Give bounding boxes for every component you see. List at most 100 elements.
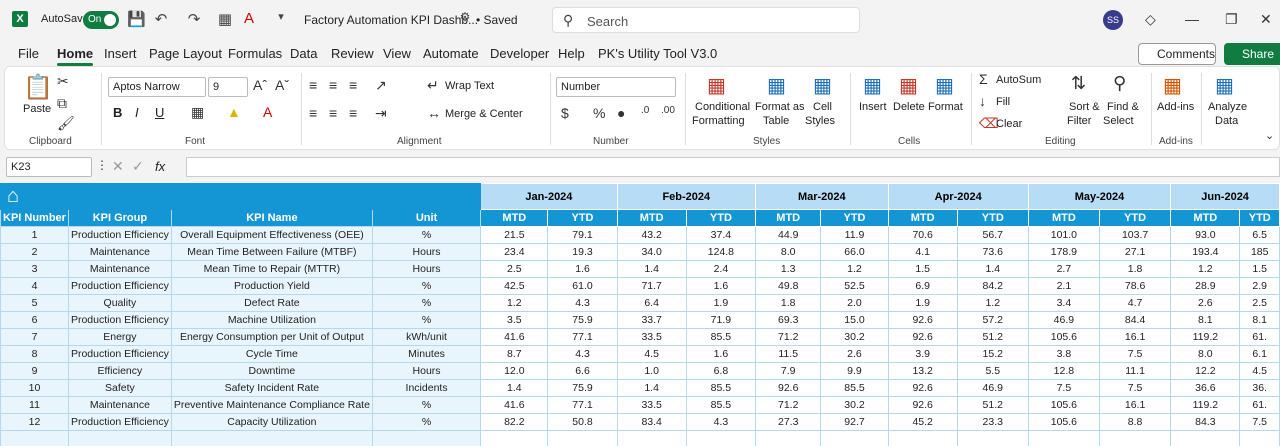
mtd-value-cell[interactable]: 105.6 (1027, 396, 1100, 414)
mtd-value-cell[interactable]: 3.4 (1027, 294, 1100, 312)
mtd-value-cell[interactable]: 3.8 (1027, 345, 1100, 363)
unit-cell[interactable]: Hours (371, 260, 482, 278)
tab-home[interactable]: Home (57, 46, 94, 66)
mtd-value-cell[interactable]: 1.2 (1170, 260, 1241, 278)
empty-cell[interactable] (170, 430, 373, 446)
ytd-value-cell[interactable]: 61.0 (547, 277, 618, 295)
delete-cells-icon[interactable]: ▦ (899, 75, 918, 97)
align-middle-icon[interactable]: ≡ (329, 77, 338, 93)
mtd-value-cell[interactable]: 28.9 (1170, 277, 1241, 295)
ytd-header[interactable]: YTD (956, 209, 1029, 227)
mtd-value-cell[interactable]: 119.2 (1170, 328, 1241, 346)
empty-cell[interactable] (685, 430, 757, 446)
mtd-value-cell[interactable]: 178.9 (1027, 243, 1100, 261)
mtd-value-cell[interactable]: 46.9 (1027, 311, 1100, 329)
mtd-header[interactable]: MTD (887, 209, 958, 227)
mtd-value-cell[interactable]: 34.0 (616, 243, 687, 261)
cell-styles-icon[interactable]: ▦ (813, 75, 832, 97)
ytd-value-cell[interactable]: 5.5 (956, 362, 1029, 380)
kpi-group-cell[interactable]: Energy (67, 328, 172, 346)
mtd-value-cell[interactable]: 1.4 (616, 379, 687, 397)
empty-cell[interactable] (1239, 430, 1280, 446)
mtd-value-cell[interactable]: 33.7 (616, 311, 687, 329)
ytd-value-cell[interactable]: 75.9 (547, 311, 618, 329)
ytd-value-cell[interactable]: 7.5 (1239, 413, 1280, 431)
mtd-value-cell[interactable]: 23.4 (480, 243, 549, 261)
diamond-icon[interactable]: ◇ (1145, 11, 1156, 27)
month-header[interactable]: Mar-2024 (755, 183, 889, 210)
font-name-select[interactable]: Aptos Narrow (108, 77, 206, 97)
sort-filter-label[interactable]: Sort & (1069, 101, 1100, 113)
empty-cell[interactable] (67, 430, 172, 446)
ytd-header[interactable]: YTD (1239, 209, 1280, 227)
month-header[interactable]: May-2024 (1027, 183, 1172, 210)
kpi-name-cell[interactable]: Defect Rate (170, 294, 373, 312)
mtd-value-cell[interactable]: 44.9 (755, 226, 822, 244)
empty-cell[interactable] (956, 430, 1029, 446)
kpi-name-cell[interactable]: Mean Time Between Failure (MTBF) (170, 243, 373, 261)
mtd-value-cell[interactable]: 92.6 (887, 379, 958, 397)
restore-icon[interactable]: ❐ (1225, 11, 1238, 27)
ytd-value-cell[interactable]: 8.1 (1239, 311, 1280, 329)
share-button[interactable]: Share (1224, 43, 1280, 65)
unit-cell[interactable]: % (371, 413, 482, 431)
mtd-value-cell[interactable]: 101.0 (1027, 226, 1100, 244)
kpi-name-cell[interactable]: Cycle Time (170, 345, 373, 363)
unit-cell[interactable]: kWh/unit (371, 328, 482, 346)
ytd-value-cell[interactable]: 37.4 (685, 226, 757, 244)
mtd-value-cell[interactable]: 82.2 (480, 413, 549, 431)
ytd-value-cell[interactable]: 1.6 (547, 260, 618, 278)
mtd-value-cell[interactable]: 42.5 (480, 277, 549, 295)
kpi-number-cell[interactable]: 5 (0, 294, 69, 312)
ytd-value-cell[interactable]: 4.3 (685, 413, 757, 431)
ytd-value-cell[interactable]: 124.8 (685, 243, 757, 261)
mtd-value-cell[interactable]: 7.9 (755, 362, 822, 380)
font-size-select[interactable]: 9 (208, 77, 248, 97)
kpi-name-cell[interactable]: Downtime (170, 362, 373, 380)
decrease-font-icon[interactable]: Aˇ (275, 77, 289, 93)
mtd-value-cell[interactable]: 1.2 (480, 294, 549, 312)
conditional-formatting-icon[interactable]: ▦ (707, 75, 726, 97)
mtd-value-cell[interactable]: 33.5 (616, 396, 687, 414)
kpi-number-cell[interactable]: 3 (0, 260, 69, 278)
ytd-value-cell[interactable]: 84.2 (956, 277, 1029, 295)
unit-cell[interactable]: % (371, 396, 482, 414)
ytd-value-cell[interactable]: 4.7 (1098, 294, 1172, 312)
ytd-value-cell[interactable]: 1.5 (1239, 260, 1280, 278)
ytd-value-cell[interactable]: 185 (1239, 243, 1280, 261)
decrease-decimal-icon[interactable]: .00 (661, 105, 675, 116)
ytd-value-cell[interactable]: 11.1 (1098, 362, 1172, 380)
kpi-group-cell[interactable]: Efficiency (67, 362, 172, 380)
mtd-value-cell[interactable]: 71.7 (616, 277, 687, 295)
mtd-value-cell[interactable]: 8.0 (755, 243, 822, 261)
tab-help[interactable]: Help (558, 46, 585, 61)
kpi-group-cell[interactable]: Production Efficiency (67, 226, 172, 244)
ytd-value-cell[interactable]: 9.9 (820, 362, 889, 380)
mtd-value-cell[interactable]: 1.0 (616, 362, 687, 380)
kpi-group-cell[interactable]: Maintenance (67, 243, 172, 261)
document-title[interactable]: Factory Automation KPI Dashb... (304, 13, 479, 27)
mtd-value-cell[interactable]: 105.6 (1027, 328, 1100, 346)
mtd-value-cell[interactable]: 4.5 (616, 345, 687, 363)
analyze-data-label[interactable]: Analyze (1208, 101, 1248, 113)
unit-cell[interactable]: Hours (371, 243, 482, 261)
empty-cell[interactable] (755, 430, 822, 446)
kpi-number-cell[interactable]: 1 (0, 226, 69, 244)
empty-cell[interactable] (0, 430, 69, 446)
kpi-number-cell[interactable]: 8 (0, 345, 69, 363)
kpi-group-cell[interactable]: Safety (67, 379, 172, 397)
ytd-value-cell[interactable]: 30.2 (820, 396, 889, 414)
mtd-value-cell[interactable]: 84.3 (1170, 413, 1241, 431)
share-person-icon[interactable]: ⚙ (459, 10, 471, 24)
ytd-value-cell[interactable]: 2.5 (1239, 294, 1280, 312)
ytd-value-cell[interactable]: 1.2 (820, 260, 889, 278)
ytd-value-cell[interactable]: 30.2 (820, 328, 889, 346)
merge-center-icon[interactable]: ↔ (427, 105, 441, 121)
ytd-value-cell[interactable]: 15.0 (820, 311, 889, 329)
column-header[interactable]: KPI Number (0, 209, 69, 227)
ytd-value-cell[interactable]: 6.8 (685, 362, 757, 380)
ytd-value-cell[interactable]: 6.1 (1239, 345, 1280, 363)
collapse-ribbon-icon[interactable]: ⌄ (1265, 130, 1275, 142)
ytd-value-cell[interactable]: 61. (1239, 396, 1280, 414)
unit-cell[interactable]: Minutes (371, 345, 482, 363)
